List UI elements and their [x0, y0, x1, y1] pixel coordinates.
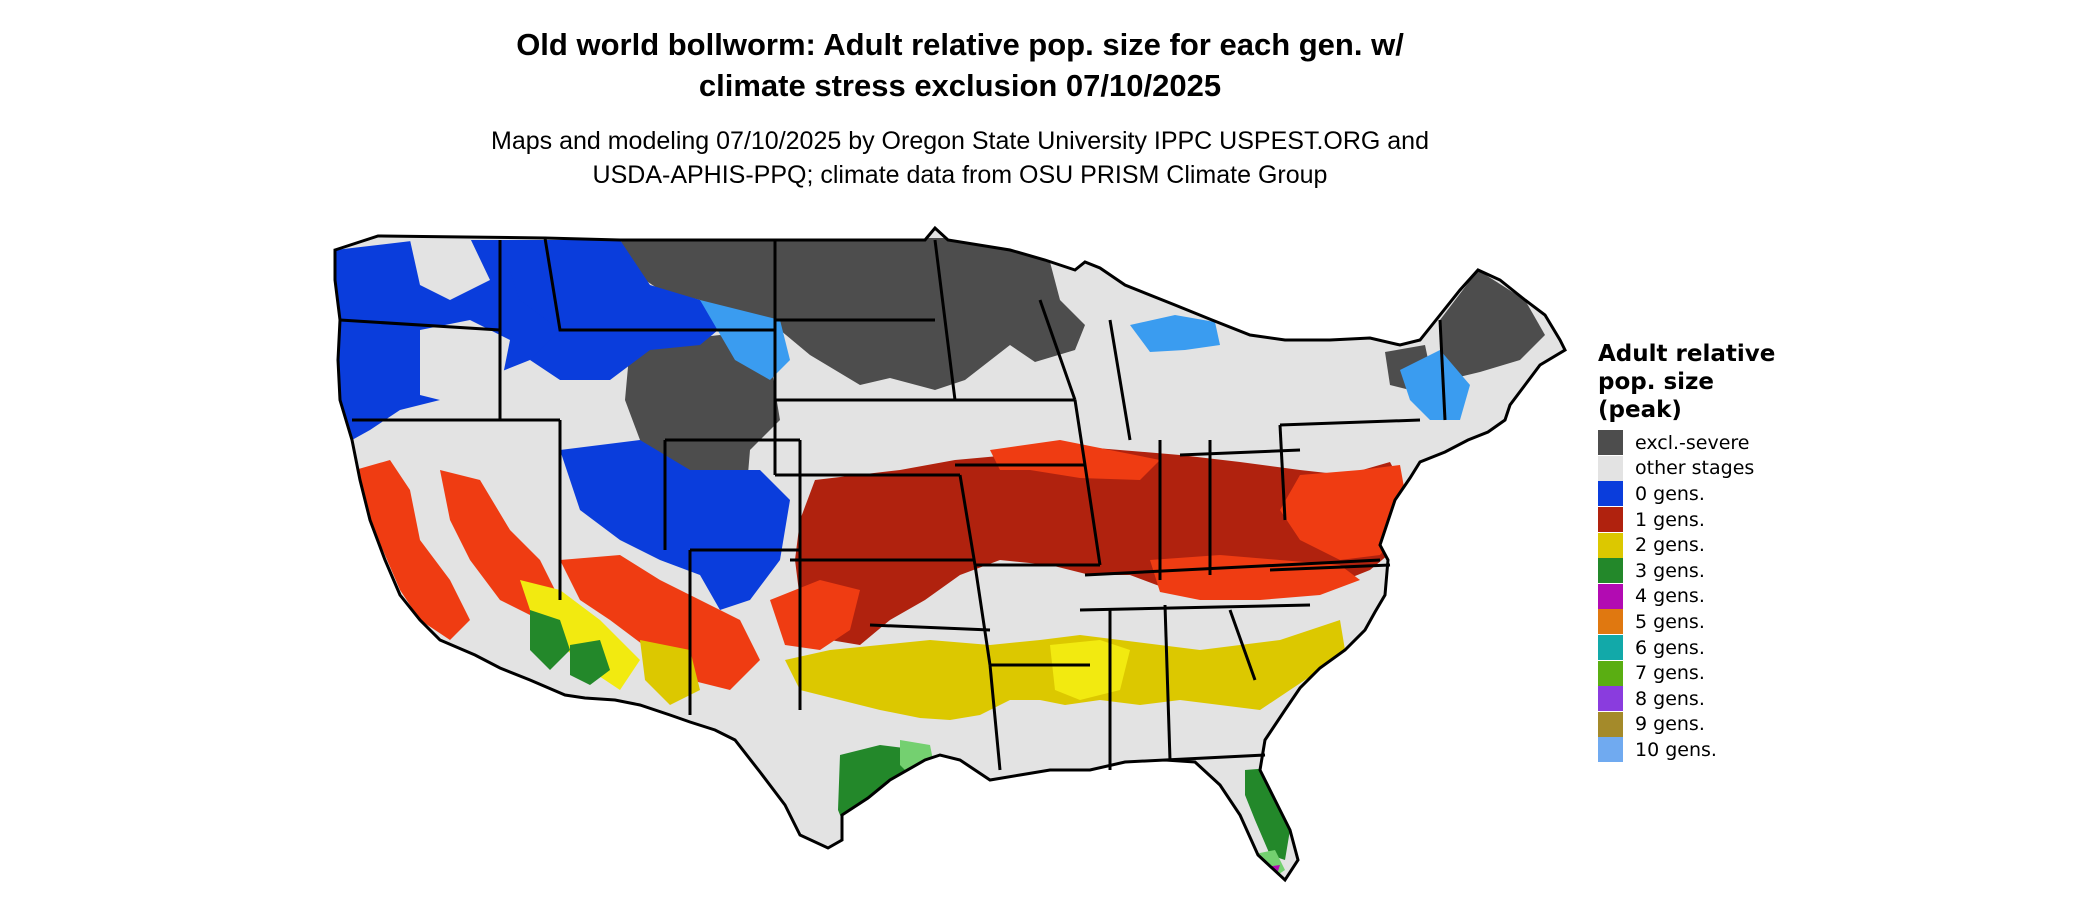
legend-item: 6 gens.	[1598, 635, 1798, 661]
region-other-oregon	[420, 320, 510, 405]
legend-swatch	[1598, 737, 1623, 763]
legend-item: 1 gens.	[1598, 507, 1798, 533]
map-title: Old world bollworm: Adult relative pop. …	[330, 24, 1590, 106]
legend-label: 10 gens.	[1635, 738, 1717, 761]
border-ok-tx	[869, 623, 991, 632]
legend-swatch	[1598, 711, 1623, 737]
region-gen4-keys	[1245, 865, 1280, 880]
legend-swatch	[1598, 558, 1623, 584]
region-gen0-lightblue-mi	[1130, 315, 1220, 352]
legend-label: 7 gens.	[1635, 662, 1705, 685]
legend-label: other stages	[1635, 457, 1755, 480]
legend-items: excl.-severe other stages 0 gens. 1 gens. 2 …	[1598, 430, 1798, 763]
legend-item: 9 gens.	[1598, 711, 1798, 738]
legend-item: excl.-severe	[1598, 430, 1798, 456]
legend-label: 5 gens.	[1635, 610, 1705, 633]
legend-swatch	[1598, 481, 1623, 507]
region-excluded-north	[620, 238, 1085, 390]
region-gen2-southwest-2	[640, 640, 700, 705]
border-mi-wi	[1108, 319, 1132, 441]
border-ny-pa	[1279, 418, 1421, 427]
legend-swatch	[1598, 430, 1623, 456]
legend-label: 3 gens.	[1635, 559, 1705, 582]
border-ky-tn	[1084, 558, 1381, 577]
legend-swatch	[1598, 507, 1623, 533]
region-gen1-southwest	[560, 555, 760, 690]
border-ga-sc	[1228, 609, 1257, 681]
legend-swatch	[1598, 532, 1623, 558]
legend-item: 2 gens.	[1598, 532, 1798, 558]
border-ga-fl	[1164, 753, 1266, 762]
region-gen1-bright-east	[1280, 465, 1410, 560]
region-other-nevada	[440, 420, 570, 560]
border-ok-ar	[973, 564, 992, 666]
legend-title-line-3: (peak)	[1598, 397, 1682, 423]
border-nd-mn	[933, 239, 957, 401]
legend-title: Adult relative pop. size (peak)	[1598, 340, 1798, 424]
legend-label: 9 gens.	[1635, 713, 1705, 736]
state-borders	[333, 225, 1567, 883]
legend-item: 5 gens.	[1598, 609, 1798, 635]
legend-swatch	[1598, 609, 1623, 635]
region-gen1-texas-panhandle	[770, 580, 860, 650]
region-gen0-idaho-montana	[500, 240, 730, 380]
legend-label: 8 gens.	[1635, 687, 1705, 710]
border-tn-ms-al	[1079, 603, 1311, 612]
legend-title-line-1: Adult relative	[1598, 341, 1776, 367]
legend-item: 8 gens.	[1598, 686, 1798, 712]
map-subtitle-line-1: Maps and modeling 07/10/2025 by Oregon S…	[491, 127, 1429, 155]
legend-item: 3 gens.	[1598, 558, 1798, 584]
legend-title-line-2: pop. size	[1598, 369, 1715, 395]
region-gen0-rockies	[560, 440, 790, 610]
region-gen3-se-arizona	[570, 640, 610, 685]
legend-swatch	[1598, 660, 1623, 686]
border-id-mt	[543, 237, 620, 332]
region-gen2-arizona	[520, 580, 640, 690]
map-subtitle: Maps and modeling 07/10/2025 by Oregon S…	[330, 124, 1590, 192]
legend-label: 6 gens.	[1635, 636, 1705, 659]
border-al-ga	[1163, 604, 1172, 761]
border-outline	[333, 225, 1567, 883]
legend-label: 2 gens.	[1635, 534, 1705, 557]
region-gen0-lightblue-wy	[700, 300, 790, 380]
region-gen1-california	[355, 460, 470, 640]
legend-label: excl.-severe	[1635, 431, 1750, 454]
legend-item: 4 gens.	[1598, 583, 1798, 610]
legend-item: 7 gens.	[1598, 660, 1798, 686]
legend-swatch	[1598, 635, 1623, 661]
border-tx-la	[988, 664, 1002, 771]
us-map	[333, 225, 1567, 883]
border-ia-il	[1073, 399, 1102, 566]
map-title-line-1: Old world bollworm: Adult relative pop. …	[516, 27, 1404, 62]
legend-swatch	[1598, 455, 1623, 481]
legend-item: 0 gens.	[1598, 481, 1798, 507]
region-gen1-bright-band	[990, 440, 1160, 480]
legend-item: other stages	[1598, 455, 1798, 482]
region-other-washington	[410, 238, 490, 300]
border-wa-or	[339, 318, 501, 332]
border-ks-mo	[958, 474, 977, 566]
region-gen3-arizona	[530, 610, 570, 670]
border-va-nc	[1269, 563, 1391, 572]
region-gen0-lightblue-ne	[1400, 350, 1470, 420]
map-regions	[335, 238, 1545, 880]
map-legend: Adult relative pop. size (peak) excl.-se…	[1598, 340, 1798, 763]
legend-swatch	[1598, 686, 1623, 712]
region-gen1-tn-band	[1150, 555, 1360, 600]
map-title-line-2: climate stress exclusion 07/10/2025	[698, 68, 1222, 103]
legend-swatch	[1598, 583, 1623, 609]
region-excluded-maine	[1440, 270, 1545, 378]
map-subtitle-line-2: USDA-APHIS-PPQ; climate data from OSU PR…	[592, 161, 1328, 189]
region-gen3-light-texas	[900, 740, 935, 780]
border-pa-ohio	[1278, 424, 1287, 521]
legend-label: 1 gens.	[1635, 508, 1705, 531]
region-gen3-florida	[1245, 768, 1290, 860]
legend-item: 10 gens.	[1598, 737, 1798, 763]
border-mn-wi	[1038, 299, 1077, 401]
border-vt-nh	[1438, 319, 1447, 421]
legend-label: 4 gens.	[1635, 585, 1705, 608]
legend-label: 0 gens.	[1635, 482, 1705, 505]
